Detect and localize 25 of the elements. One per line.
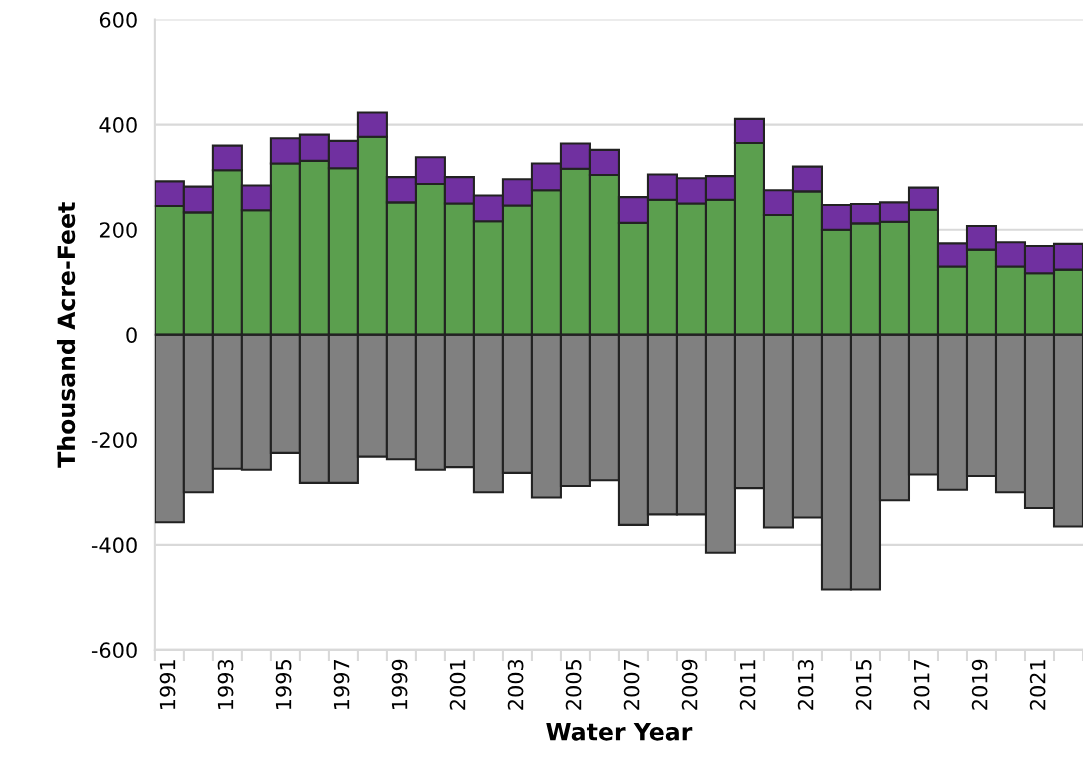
y-tick-label: -400: [91, 537, 137, 554]
x-tick-label: 1997: [333, 660, 350, 709]
x-tick-label: 2017: [913, 660, 930, 710]
x-tick-label: 2003: [507, 659, 524, 710]
y-tick-label: 0: [126, 327, 137, 343]
x-axis-title: Water Year: [546, 723, 693, 741]
x-tick-label: 2015: [855, 660, 872, 710]
x-tick-label: 1995: [275, 660, 292, 709]
x-tick-label: 1991: [159, 660, 176, 709]
x-tick-label: 2021: [1029, 660, 1046, 710]
x-tick-label: 2005: [565, 660, 582, 710]
x-tick-label: 1993: [217, 659, 234, 709]
x-tick-label: 2019: [971, 659, 988, 710]
y-tick-label: 600: [99, 12, 137, 28]
x-tick-label: 2011: [739, 660, 756, 710]
y-tick-label: 200: [99, 222, 137, 238]
y-tick-label: 400: [99, 117, 137, 133]
x-tick-label: 1999: [391, 659, 408, 709]
x-tick-label: 2013: [797, 659, 814, 710]
y-tick-label: -200: [91, 432, 137, 448]
x-tick-label: 2009: [681, 659, 698, 710]
x-tick-label: 2001: [449, 660, 466, 710]
x-tick-label: 2007: [623, 660, 640, 710]
y-axis-title: Thousand Acre-Feet: [56, 202, 76, 468]
y-tick-label: -600: [91, 642, 137, 659]
